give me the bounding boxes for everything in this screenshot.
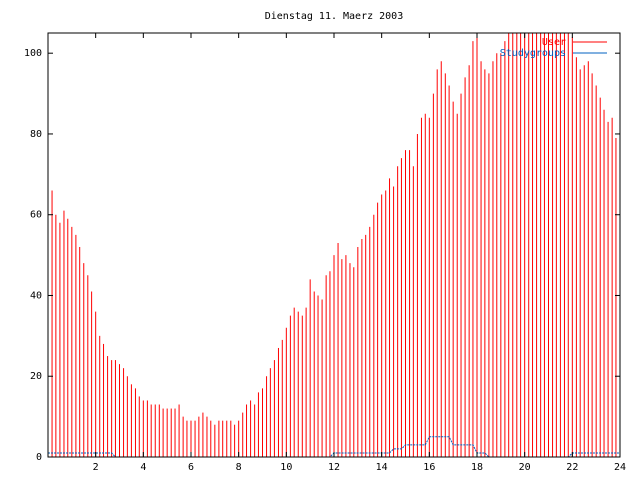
x-tick-label: 24 <box>614 462 626 473</box>
y-tick-label: 0 <box>36 452 42 463</box>
y-tick-label: 80 <box>30 129 42 140</box>
x-tick-label: 2 <box>93 462 99 473</box>
x-tick-label: 8 <box>236 462 242 473</box>
x-tick-label: 22 <box>566 462 578 473</box>
legend-label: User <box>542 37 566 48</box>
y-tick-label: 100 <box>24 48 42 59</box>
x-tick-label: 6 <box>188 462 194 473</box>
x-tick-label: 4 <box>140 462 146 473</box>
x-tick-label: 18 <box>471 462 483 473</box>
y-tick-label: 60 <box>30 210 42 221</box>
plot-area <box>48 33 620 457</box>
chart-title: Dienstag 11. Maerz 2003 <box>265 11 403 22</box>
x-tick-label: 20 <box>519 462 531 473</box>
y-tick-label: 40 <box>30 290 42 301</box>
x-tick-label: 12 <box>328 462 340 473</box>
legend-label: Studygroups <box>500 48 566 59</box>
x-tick-label: 14 <box>376 462 388 473</box>
y-tick-label: 20 <box>30 371 42 382</box>
x-tick-label: 10 <box>280 462 292 473</box>
x-tick-label: 16 <box>423 462 435 473</box>
